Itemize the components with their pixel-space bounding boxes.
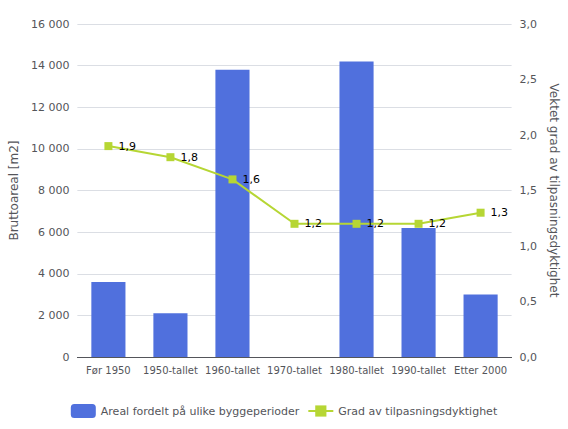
svg-text:1,0: 1,0 (520, 240, 538, 253)
svg-text:4 000: 4 000 (38, 267, 70, 280)
svg-text:Før 1950: Før 1950 (86, 365, 131, 376)
svg-text:0,0: 0,0 (520, 351, 538, 364)
svg-text:1,2: 1,2 (367, 217, 385, 230)
svg-text:Bruttoareal [m2]: Bruttoareal [m2] (7, 140, 21, 240)
svg-text:1950-tallet: 1950-tallet (143, 365, 198, 376)
svg-text:1960-tallet: 1960-tallet (205, 365, 260, 376)
svg-text:1980-tallet: 1980-tallet (329, 365, 384, 376)
svg-text:2,0: 2,0 (520, 129, 538, 142)
svg-text:12 000: 12 000 (31, 101, 70, 114)
svg-text:8 000: 8 000 (38, 184, 70, 197)
svg-text:16 000: 16 000 (31, 18, 70, 31)
svg-text:Grad av tilpasningsdyktighet: Grad av tilpasningsdyktighet (338, 405, 498, 418)
svg-text:1,5: 1,5 (520, 184, 538, 197)
svg-text:0,5: 0,5 (520, 295, 538, 308)
svg-text:1,2: 1,2 (304, 217, 322, 230)
svg-text:Areal fordelt på ulike byggepe: Areal fordelt på ulike byggeperioder (101, 405, 300, 418)
svg-text:2 000: 2 000 (38, 309, 70, 322)
svg-text:6 000: 6 000 (38, 226, 70, 239)
svg-text:1990-tallet: 1990-tallet (391, 365, 446, 376)
svg-text:Vektet grad av tilpasningsdykt: Vektet grad av tilpasningsdyktighet (547, 84, 561, 298)
svg-text:1,6: 1,6 (242, 173, 260, 186)
svg-text:1,9: 1,9 (118, 140, 136, 153)
svg-text:10 000: 10 000 (31, 142, 70, 155)
svg-text:1,2: 1,2 (429, 217, 447, 230)
svg-text:3,0: 3,0 (520, 18, 538, 31)
svg-text:Etter 2000: Etter 2000 (454, 365, 507, 376)
svg-text:1,3: 1,3 (491, 206, 509, 219)
svg-text:1,8: 1,8 (180, 151, 198, 164)
svg-text:0: 0 (62, 351, 69, 364)
svg-text:14 000: 14 000 (31, 59, 70, 72)
svg-text:2,5: 2,5 (520, 73, 538, 86)
svg-text:1970-tallet: 1970-tallet (267, 365, 322, 376)
